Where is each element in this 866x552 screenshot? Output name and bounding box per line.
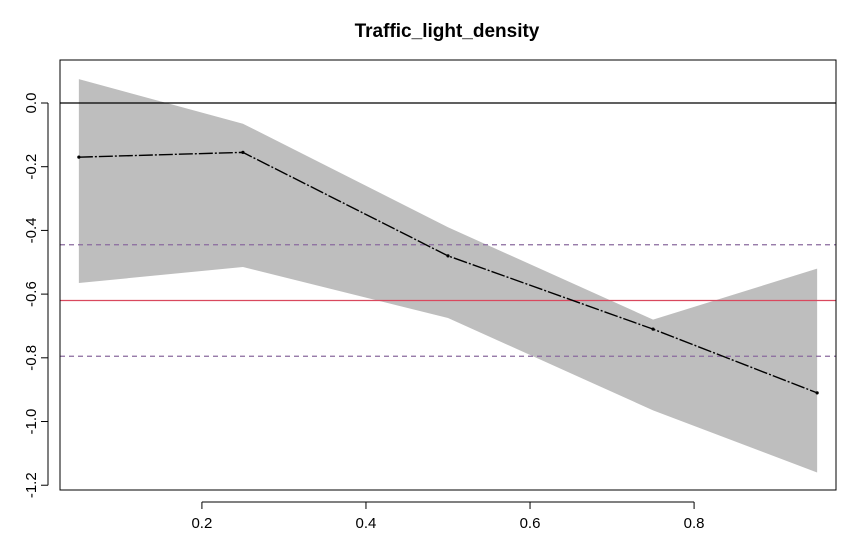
plot-area (60, 79, 836, 473)
y-tick-label-0: 0.0 (23, 93, 40, 114)
confidence-band (78, 79, 818, 473)
x-tick-label-3: 0.8 (684, 515, 705, 532)
y-tick-label-3: -0.6 (23, 281, 40, 307)
data-point-1 (241, 150, 245, 154)
y-tick-label-6: -1.2 (23, 472, 40, 498)
axes: 0.2 0.4 0.6 0.8 0.0 -0.2 -0.4 -0.6 -0.8 -1.0 -1.2 (23, 59, 837, 532)
y-tick-label-5: -1.0 (23, 409, 40, 435)
y-tick-label-4: -0.8 (23, 345, 40, 371)
data-point-3 (651, 327, 655, 331)
chart-title: Traffic_light_density (355, 21, 540, 42)
data-point-2 (446, 254, 450, 258)
data-point-0 (77, 155, 81, 159)
data-point-4 (815, 391, 819, 395)
plot-frame (59, 59, 837, 491)
y-tick-label-1: -0.2 (23, 154, 40, 180)
y-tick-label-2: -0.4 (23, 217, 40, 243)
plot-content (60, 79, 836, 473)
x-tick-label-2: 0.6 (520, 515, 541, 532)
x-tick-label-1: 0.4 (356, 515, 377, 532)
x-tick-label-0: 0.2 (191, 515, 212, 532)
